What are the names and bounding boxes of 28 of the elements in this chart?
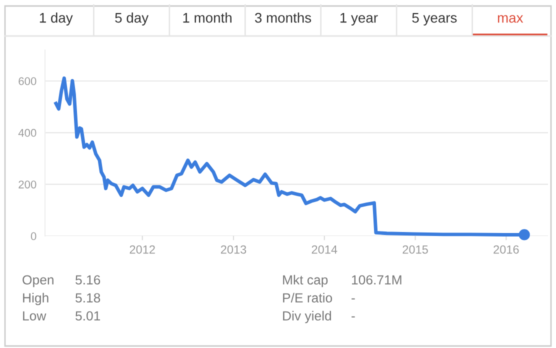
text: max xyxy=(498,15,524,23)
y-tick-label: 400 xyxy=(18,128,36,137)
text: 5 years xyxy=(412,13,457,26)
text: 5.01 xyxy=(76,311,100,321)
text: 1 day xyxy=(40,12,73,26)
text: Open xyxy=(22,275,54,288)
text: Div yield xyxy=(283,310,332,324)
x-tick-label: 2013 xyxy=(220,245,246,254)
text: Low xyxy=(23,311,46,321)
text: - xyxy=(352,316,355,318)
x-tick-label: 2014 xyxy=(312,245,338,254)
x-tick-label: 2012 xyxy=(130,245,155,254)
y-tick-label: 200 xyxy=(18,180,36,188)
text: 5.16 xyxy=(76,275,100,285)
text: Mkt cap xyxy=(283,274,328,288)
text: P/E ratio xyxy=(283,292,332,303)
text: 106.71M xyxy=(352,275,402,285)
text: - xyxy=(352,298,355,300)
y-tick-label: 0 xyxy=(30,232,36,240)
text: 1 year xyxy=(340,13,378,26)
text: 5 day xyxy=(115,12,149,26)
text: High xyxy=(23,292,48,306)
text: 3 months xyxy=(254,12,312,23)
text: 5.18 xyxy=(76,293,100,303)
x-tick-label: 2015 xyxy=(402,245,428,254)
x-tick-label: 2016 xyxy=(494,245,519,254)
y-tick-label: 600 xyxy=(18,77,36,86)
text: 1 month xyxy=(183,12,232,23)
